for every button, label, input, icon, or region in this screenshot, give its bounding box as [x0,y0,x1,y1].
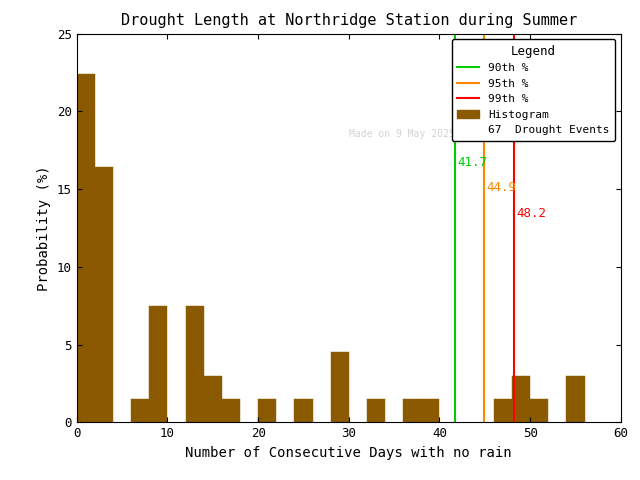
Text: 48.2: 48.2 [516,207,547,220]
X-axis label: Number of Consecutive Days with no rain: Number of Consecutive Days with no rain [186,446,512,460]
Bar [512,376,530,422]
Bar [294,399,312,422]
Title: Drought Length at Northridge Station during Summer: Drought Length at Northridge Station dur… [121,13,577,28]
Bar [530,399,548,422]
Text: 44.9: 44.9 [486,180,516,193]
Legend: 90th %, 95th %, 99th %, Histogram, 67  Drought Events: 90th %, 95th %, 99th %, Histogram, 67 Dr… [452,39,615,141]
Bar [131,399,149,422]
Text: 41.7: 41.7 [458,156,488,169]
Bar [258,399,276,422]
Bar [149,306,168,422]
Bar [566,376,584,422]
Bar [421,399,440,422]
Y-axis label: Probability (%): Probability (%) [37,165,51,291]
Bar [204,376,222,422]
Text: Made on 9 May 2025: Made on 9 May 2025 [349,129,454,139]
Bar [186,306,204,422]
Bar [95,168,113,422]
Bar [494,399,512,422]
Bar [403,399,421,422]
Bar [331,352,349,422]
Bar [77,74,95,422]
Bar [367,399,385,422]
Bar [222,399,240,422]
